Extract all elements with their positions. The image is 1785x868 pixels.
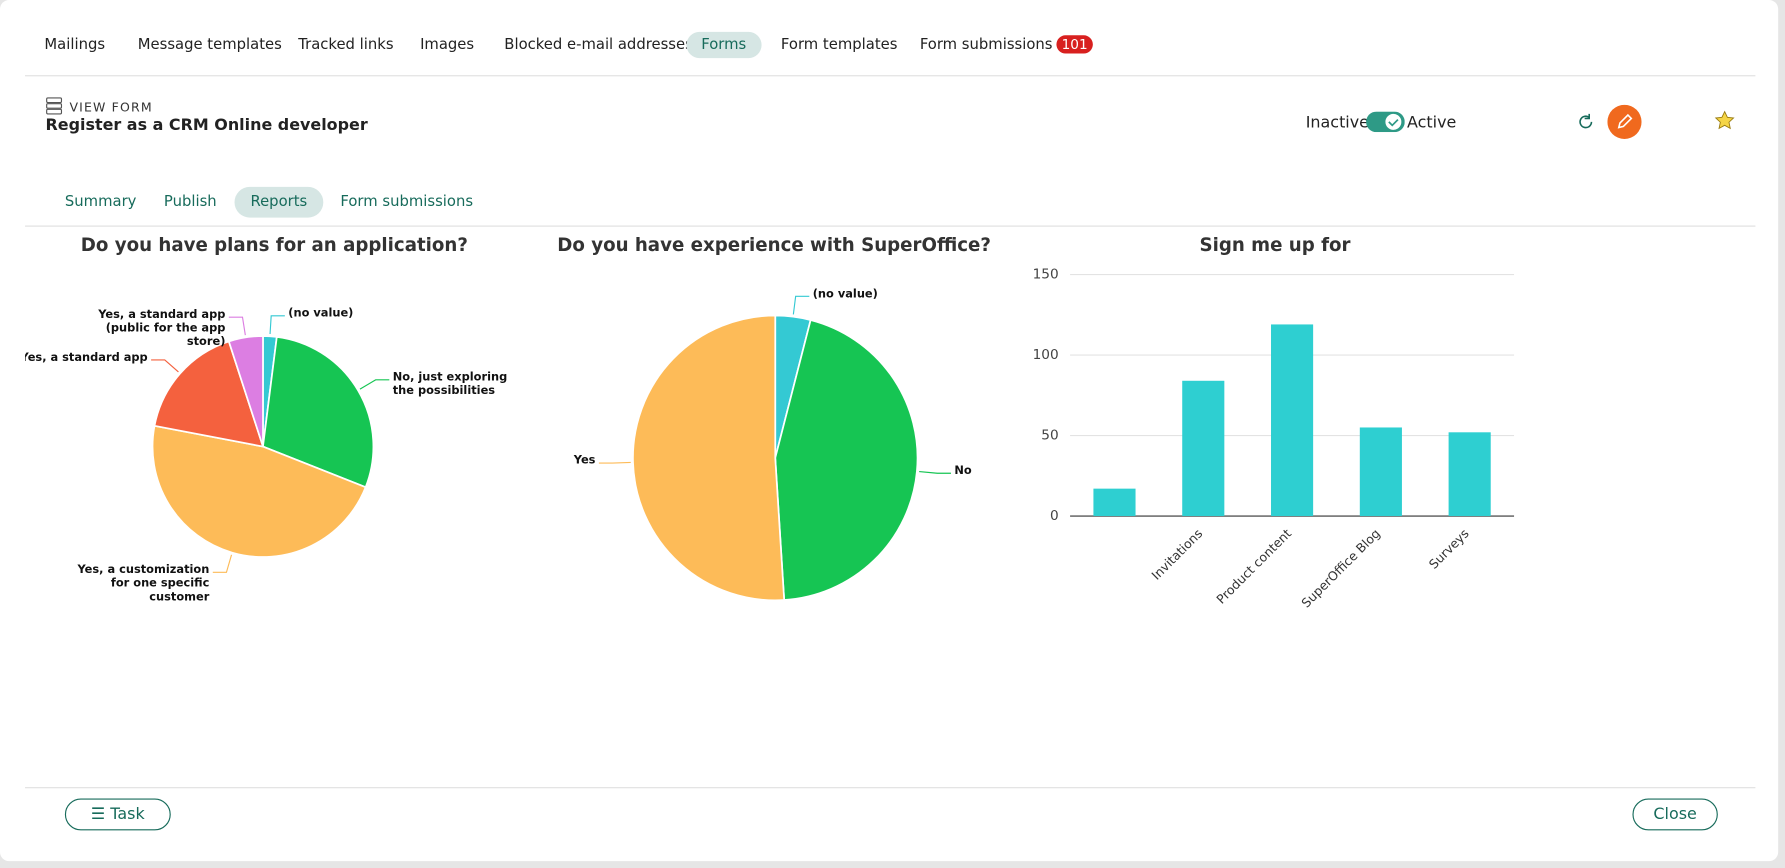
leader-line xyxy=(598,461,631,464)
nav-tab[interactable]: Blocked e-mail addresses xyxy=(504,36,693,54)
y-tick-label: 100 xyxy=(1033,347,1059,363)
label-box: Yes, a standard app (public for the app … xyxy=(98,309,226,350)
leader-line xyxy=(228,316,246,336)
leader-line xyxy=(212,554,233,573)
pie-chart: Do you have plans for an application? (no… xyxy=(25,235,508,605)
label-box: No, just exploring the possibilities xyxy=(392,371,508,399)
label-box: Yes, a standard app xyxy=(25,351,148,365)
slice-label: Yes, a standard app xyxy=(25,351,148,365)
y-tick-label: 0 xyxy=(1050,508,1059,524)
pie-slice xyxy=(262,335,375,489)
nav-tab[interactable]: Tracked links xyxy=(298,36,394,54)
slice-label: Yes xyxy=(573,455,596,468)
chart-title: Do you have experience with SuperOffice? xyxy=(557,235,991,256)
slice-label: No xyxy=(954,465,972,478)
leader-line xyxy=(269,315,285,335)
x-tick-label: SuperOffice Blog xyxy=(1298,526,1383,611)
nav-tab[interactable]: Images xyxy=(420,36,475,54)
slice-label: No, just exploring the possibilities xyxy=(392,371,508,399)
divider xyxy=(25,75,1756,77)
sub-tab[interactable]: Reports xyxy=(234,186,324,218)
tab-label: Form submissions xyxy=(919,36,1053,54)
pie-slice xyxy=(227,335,264,447)
form-title: Register as a CRM Online developer xyxy=(45,116,368,135)
label-box: (no value) xyxy=(812,288,878,301)
nav-tab[interactable]: Mailings xyxy=(44,36,106,54)
y-tick-label: 50 xyxy=(1041,428,1058,444)
bar xyxy=(1448,432,1491,517)
refresh-button[interactable] xyxy=(1576,112,1596,133)
bar xyxy=(1093,488,1136,517)
toggle[interactable] xyxy=(1366,111,1405,133)
sub-tab[interactable]: Publish xyxy=(163,193,217,211)
favorite-star[interactable] xyxy=(1714,110,1735,131)
toggle-on-label: Active xyxy=(1407,113,1457,133)
pie-chart: Do you have experience with SuperOffice?… xyxy=(557,235,991,602)
label-box: (no value) xyxy=(288,307,354,321)
sub-tab[interactable]: Form submissions xyxy=(340,193,474,211)
x-tick-label: Surveys xyxy=(1426,526,1472,572)
chart-title: Do you have plans for an application? xyxy=(81,235,468,256)
button-label: Task xyxy=(110,805,145,824)
pie-slice xyxy=(153,340,265,448)
sub-tab[interactable]: Summary xyxy=(64,193,137,211)
divider xyxy=(25,787,1756,789)
divider xyxy=(25,225,1756,227)
chart-title: Sign me up for xyxy=(1199,235,1350,256)
kicker: VIEW FORM xyxy=(69,100,153,116)
slice-label: (no value) xyxy=(288,307,354,321)
x-tick-label: Invitations xyxy=(1148,526,1205,583)
task-button[interactable]: ☰ Task xyxy=(64,798,171,831)
leader-line xyxy=(919,470,951,474)
nav-tab[interactable]: Form submissions 101 xyxy=(905,32,1108,58)
button-label: Close xyxy=(1653,805,1697,824)
leader-line xyxy=(792,295,810,315)
form-icon xyxy=(46,97,63,115)
leader-line xyxy=(359,379,390,390)
slice-label: Yes, a standard app (public for the app … xyxy=(98,309,226,350)
x-tick-label: Product content xyxy=(1213,526,1294,607)
label-box: No xyxy=(954,465,972,478)
bar xyxy=(1271,324,1314,517)
label-box: Yes xyxy=(573,455,596,468)
slice-label: Yes, a customization for one specific cu… xyxy=(77,564,210,605)
toggle-off-label: Inactive xyxy=(1305,113,1369,133)
nav-tab[interactable]: Message templates xyxy=(137,36,282,54)
y-tick-label: 150 xyxy=(1033,267,1059,283)
close-button[interactable]: Close xyxy=(1632,798,1718,831)
slice-label: (no value) xyxy=(812,288,878,301)
bar-chart: Sign me up for 0 50 100 150 Invitations Produc… xyxy=(1033,235,1515,611)
nav-tab[interactable]: Forms xyxy=(686,31,762,59)
bar xyxy=(1182,380,1225,517)
label-box: Yes, a customization for one specific cu… xyxy=(77,564,210,605)
edit-button[interactable] xyxy=(1607,104,1642,139)
pie-slice xyxy=(151,424,367,558)
pie-slice xyxy=(632,314,786,602)
bar xyxy=(1359,427,1402,517)
pie-slice xyxy=(774,318,919,601)
nav-tab[interactable]: Form templates xyxy=(780,36,898,54)
badge: 101 xyxy=(1055,35,1094,54)
leader-line xyxy=(151,359,179,373)
